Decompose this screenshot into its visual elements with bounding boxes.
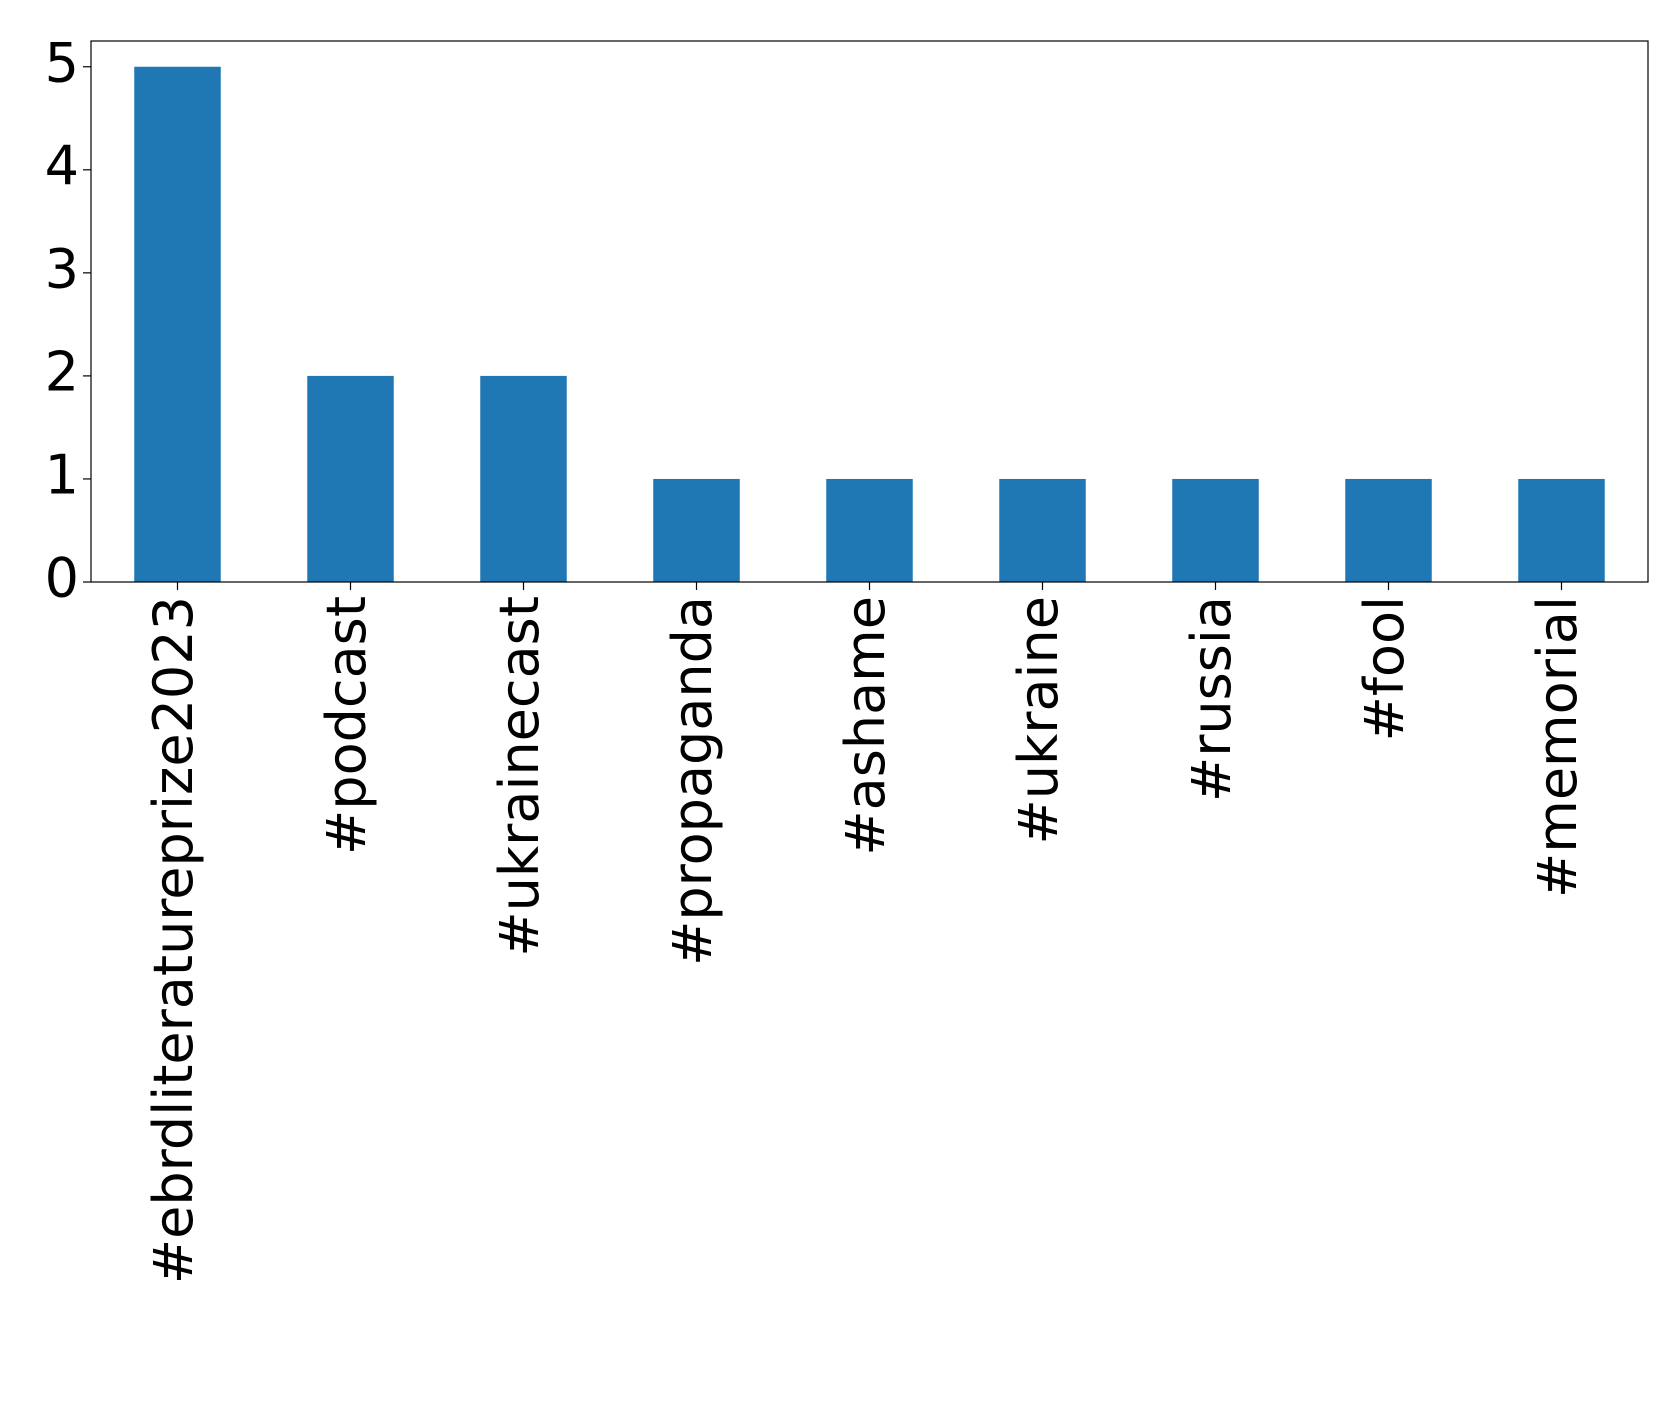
x-tick-label: #fool: [1353, 596, 1416, 741]
y-tick-label: 1: [45, 444, 79, 507]
bar: [480, 375, 567, 582]
x-tick-label: #ebrdliteratureprize2023: [142, 596, 205, 1284]
x-tick-label: #russia: [1180, 596, 1243, 802]
bar: [307, 375, 394, 582]
y-tick-label: 3: [45, 237, 79, 300]
bar: [999, 478, 1086, 582]
x-tick-label: #podcast: [315, 596, 378, 855]
bar: [653, 478, 740, 582]
bar: [1172, 478, 1259, 582]
y-tick-label: 2: [45, 341, 79, 404]
plot-frame: [90, 40, 1649, 583]
bar: [826, 478, 913, 582]
x-tick-label: #memorial: [1526, 596, 1589, 898]
x-tick-label: #propaganda: [661, 596, 724, 966]
x-tick-label: #ukraine: [1007, 596, 1070, 844]
y-tick-label: 4: [45, 134, 79, 197]
bar: [1345, 478, 1432, 582]
y-tick-label: 5: [45, 31, 79, 94]
x-tick-label: #ukrainecast: [488, 596, 551, 957]
x-tick-label: #ashame: [834, 596, 897, 856]
bar: [134, 66, 221, 582]
bar: [1518, 478, 1605, 582]
y-tick-label: 0: [45, 547, 79, 610]
